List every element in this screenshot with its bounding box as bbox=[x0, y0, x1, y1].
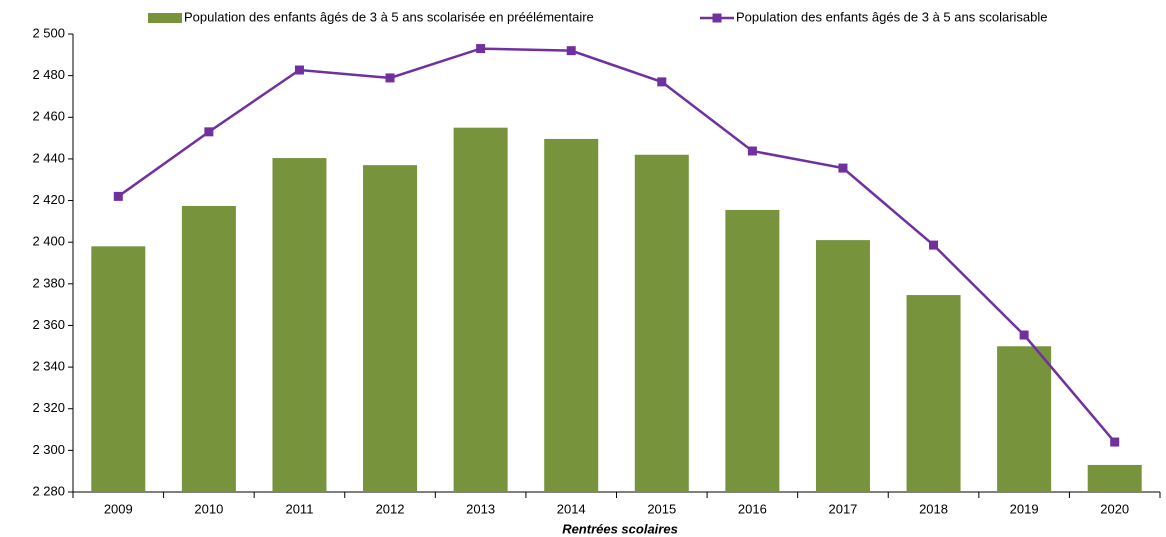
marker bbox=[476, 44, 486, 54]
bar bbox=[272, 158, 327, 493]
bar bbox=[634, 154, 689, 492]
y-tick-label: 2 360 bbox=[32, 317, 65, 332]
y-tick-label: 2 300 bbox=[32, 442, 65, 457]
y-tick-label: 2 340 bbox=[32, 359, 65, 374]
y-tick-label: 2 420 bbox=[32, 192, 65, 207]
bar bbox=[725, 209, 780, 492]
marker bbox=[838, 163, 848, 173]
y-tick-label: 2 380 bbox=[32, 275, 65, 290]
legend-swatch bbox=[148, 13, 182, 23]
x-tick-label: 2013 bbox=[466, 501, 495, 516]
y-tick-label: 2 460 bbox=[32, 109, 65, 124]
x-tick-label: 2017 bbox=[828, 501, 857, 516]
legend-swatch bbox=[712, 13, 722, 23]
bar bbox=[906, 295, 961, 492]
y-tick-label: 2 440 bbox=[32, 150, 65, 165]
legend-label: Population des enfants âgés de 3 à 5 ans… bbox=[736, 9, 1048, 24]
bar bbox=[815, 240, 870, 492]
y-tick-label: 2 320 bbox=[32, 400, 65, 415]
y-tick-label: 2 400 bbox=[32, 234, 65, 249]
bar bbox=[181, 205, 236, 492]
x-tick-label: 2018 bbox=[919, 501, 948, 516]
legend-label: Population des enfants âgés de 3 à 5 ans… bbox=[184, 9, 594, 24]
bar bbox=[91, 246, 146, 492]
x-tick-label: 2020 bbox=[1100, 501, 1129, 516]
marker bbox=[657, 77, 667, 87]
bar bbox=[363, 165, 418, 492]
line bbox=[117, 47, 1116, 443]
x-tick-label: 2010 bbox=[194, 501, 223, 516]
x-tick-label: 2011 bbox=[285, 501, 313, 516]
marker bbox=[204, 127, 214, 137]
bar bbox=[997, 346, 1052, 492]
marker bbox=[566, 46, 576, 56]
marker bbox=[385, 73, 395, 83]
x-axis-title: Rentrées scolaires bbox=[562, 521, 678, 536]
x-tick-label: 2016 bbox=[738, 501, 767, 516]
x-tick-label: 2015 bbox=[647, 501, 676, 516]
marker bbox=[1019, 330, 1029, 340]
y-tick-label: 2 500 bbox=[32, 25, 65, 40]
y-tick-label: 2 480 bbox=[32, 67, 65, 82]
x-tick-label: 2012 bbox=[376, 501, 405, 516]
marker bbox=[747, 146, 757, 156]
x-tick-label: 2009 bbox=[104, 501, 133, 516]
y-tick-label: 2 280 bbox=[32, 483, 65, 498]
bar bbox=[1087, 464, 1142, 492]
bar bbox=[453, 127, 508, 492]
x-tick-label: 2019 bbox=[1010, 501, 1039, 516]
x-tick-label: 2014 bbox=[557, 501, 586, 516]
marker bbox=[294, 65, 304, 75]
bar bbox=[544, 138, 599, 492]
marker bbox=[1110, 437, 1120, 447]
marker bbox=[929, 240, 939, 250]
marker bbox=[113, 191, 123, 201]
